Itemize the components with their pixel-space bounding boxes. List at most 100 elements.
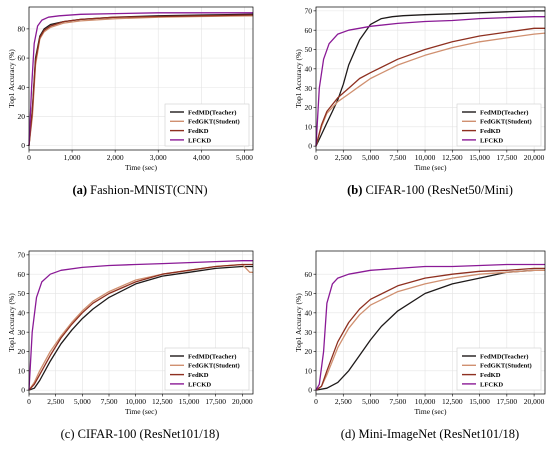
y-tick-label: 0 bbox=[308, 142, 312, 151]
y-axis-label: Top1 Accuracy (%) bbox=[294, 49, 303, 108]
panel-caption-text: CIFAR-100 (ResNet50/Mini) bbox=[362, 183, 512, 197]
legend-label: FedMD(Teacher) bbox=[188, 109, 236, 116]
x-tick-label: 0 bbox=[314, 153, 318, 162]
x-tick-label: 15,000 bbox=[179, 397, 200, 406]
series-line-lfckd bbox=[315, 263, 545, 391]
x-tick-label: 7,500 bbox=[101, 397, 118, 406]
panel-label: (c) bbox=[61, 427, 75, 441]
panel-label: (d) bbox=[341, 427, 356, 441]
y-tick-label: 30 bbox=[305, 84, 313, 93]
panel-caption: (c) CIFAR-100 (ResNet101/18) bbox=[61, 427, 220, 441]
legend-label: FedKD bbox=[188, 372, 209, 379]
x-tick-label: 4,000 bbox=[193, 153, 210, 162]
x-tick-label: 1,000 bbox=[64, 153, 81, 162]
x-tick-label: 5,000 bbox=[362, 397, 379, 406]
x-tick-label: 20,000 bbox=[524, 397, 545, 406]
y-tick-label: 80 bbox=[18, 24, 26, 33]
panel-caption-text: CIFAR-100 (ResNet101/18) bbox=[74, 427, 219, 441]
y-tick-label: 10 bbox=[18, 366, 26, 375]
legend-label: FedMD(Teacher) bbox=[480, 353, 528, 360]
y-tick-label: 30 bbox=[305, 328, 313, 337]
x-tick-label: 10,000 bbox=[415, 153, 436, 162]
plot-frame bbox=[315, 250, 546, 395]
legend-label: FedGKT(Student) bbox=[480, 363, 532, 370]
plot-frame bbox=[315, 6, 546, 151]
legend: FedMD(Teacher) FedGKT(Student) FedKD LFCKD bbox=[456, 103, 542, 147]
y-tick-label: 0 bbox=[21, 386, 25, 395]
y-tick-label: 40 bbox=[18, 308, 26, 317]
x-tick-label: 7,500 bbox=[389, 397, 406, 406]
y-tick-label: 50 bbox=[305, 289, 313, 298]
x-tick-label: 12,500 bbox=[442, 153, 463, 162]
x-tick-label: 0 bbox=[27, 397, 31, 406]
legend-box bbox=[164, 347, 250, 391]
x-tick-label: 5,000 bbox=[74, 397, 91, 406]
panel-caption: (a) Fashion-MNIST(CNN) bbox=[72, 183, 207, 197]
x-tick-label: 17,500 bbox=[497, 153, 518, 162]
series-line-teacher bbox=[28, 265, 253, 391]
legend-label: FedKD bbox=[188, 128, 209, 135]
x-tick-label: 20,000 bbox=[524, 153, 545, 162]
panel-caption-text: Mini-ImageNet (ResNet101/18) bbox=[355, 427, 519, 441]
legend: FedMD(Teacher) FedGKT(Student) FedKD LFCKD bbox=[164, 347, 250, 391]
y-tick-label: 10 bbox=[305, 366, 313, 375]
legend-box bbox=[164, 103, 250, 147]
y-tick-label: 30 bbox=[18, 328, 26, 337]
x-tick-label: 5,000 bbox=[236, 153, 253, 162]
chart-panel-3: 0 2,500 5,000 7,500 10,000 12,500 15,000 17,500… bbox=[7, 250, 254, 441]
legend-label: FedKD bbox=[480, 128, 501, 135]
panel-caption: (d) Mini-ImageNet (ResNet101/18) bbox=[341, 427, 519, 441]
chart-panel-2: 0 2,500 5,000 7,500 10,000 12,500 15,000 17,500… bbox=[294, 6, 546, 197]
legend: FedMD(Teacher) FedGKT(Student) FedKD LFCKD bbox=[456, 347, 542, 391]
panel-caption: (b) CIFAR-100 (ResNet50/Mini) bbox=[347, 183, 513, 197]
series-line-lfckd bbox=[315, 16, 545, 147]
y-axis-label: Top1 Accuracy (%) bbox=[7, 293, 16, 352]
series-line-lfckd bbox=[28, 12, 253, 146]
x-tick-label: 15,000 bbox=[469, 153, 490, 162]
series-line-fedkd bbox=[28, 263, 253, 391]
legend-label: FedMD(Teacher) bbox=[480, 109, 528, 116]
y-tick-label: 60 bbox=[305, 26, 313, 35]
x-tick-label: 12,500 bbox=[152, 397, 173, 406]
legend-label: FedKD bbox=[480, 372, 501, 379]
series-line-student bbox=[315, 32, 546, 147]
x-tick-label: 15,000 bbox=[469, 397, 490, 406]
panel-caption-text: Fashion-MNIST(CNN) bbox=[87, 183, 207, 197]
chart-panel-4: 0 2,500 5,000 7,500 10,000 12,500 15,000 17,500… bbox=[294, 250, 546, 441]
legend-label: LFCKD bbox=[480, 381, 503, 388]
x-axis-label: Time (sec) bbox=[414, 407, 447, 416]
legend-box bbox=[456, 103, 542, 147]
x-tick-label: 10,000 bbox=[125, 397, 146, 406]
y-axis-label: Top1 Accuracy (%) bbox=[7, 49, 16, 108]
x-tick-label: 17,500 bbox=[497, 397, 518, 406]
x-axis-label: Time (sec) bbox=[414, 163, 447, 172]
x-tick-label: 2,500 bbox=[47, 397, 64, 406]
y-tick-label: 40 bbox=[18, 83, 26, 92]
y-tick-label: 0 bbox=[308, 386, 312, 395]
x-tick-label: 3,000 bbox=[150, 153, 167, 162]
legend-label: LFCKD bbox=[188, 137, 211, 144]
chart-panel-1: 0 1,000 2,000 3,000 4,000 5,000 0 20 40 60 80 Time … bbox=[7, 6, 254, 197]
y-tick-label: 40 bbox=[305, 64, 313, 73]
series-line-fedkd bbox=[315, 27, 545, 147]
legend-label: LFCKD bbox=[188, 381, 211, 388]
series-line-fedkd bbox=[28, 14, 254, 146]
y-tick-label: 60 bbox=[305, 270, 313, 279]
y-tick-label: 70 bbox=[18, 250, 26, 259]
legend-label: FedGKT(Student) bbox=[480, 119, 532, 126]
y-axis-label: Top1 Accuracy (%) bbox=[294, 293, 303, 352]
series-line-fedkd bbox=[315, 267, 545, 391]
x-tick-label: 10,000 bbox=[415, 397, 436, 406]
series-line-student bbox=[315, 269, 545, 391]
y-tick-label: 20 bbox=[305, 347, 313, 356]
y-tick-label: 20 bbox=[18, 112, 26, 121]
x-tick-label: 2,500 bbox=[335, 397, 352, 406]
panel-label: (a) bbox=[72, 183, 87, 197]
x-tick-label: 17,500 bbox=[205, 397, 226, 406]
legend: FedMD(Teacher) FedGKT(Student) FedKD LFCKD bbox=[164, 103, 250, 147]
y-tick-label: 0 bbox=[21, 141, 25, 150]
plot-frame bbox=[28, 6, 254, 151]
y-tick-label: 60 bbox=[18, 270, 26, 279]
x-tick-label: 7,500 bbox=[389, 153, 406, 162]
